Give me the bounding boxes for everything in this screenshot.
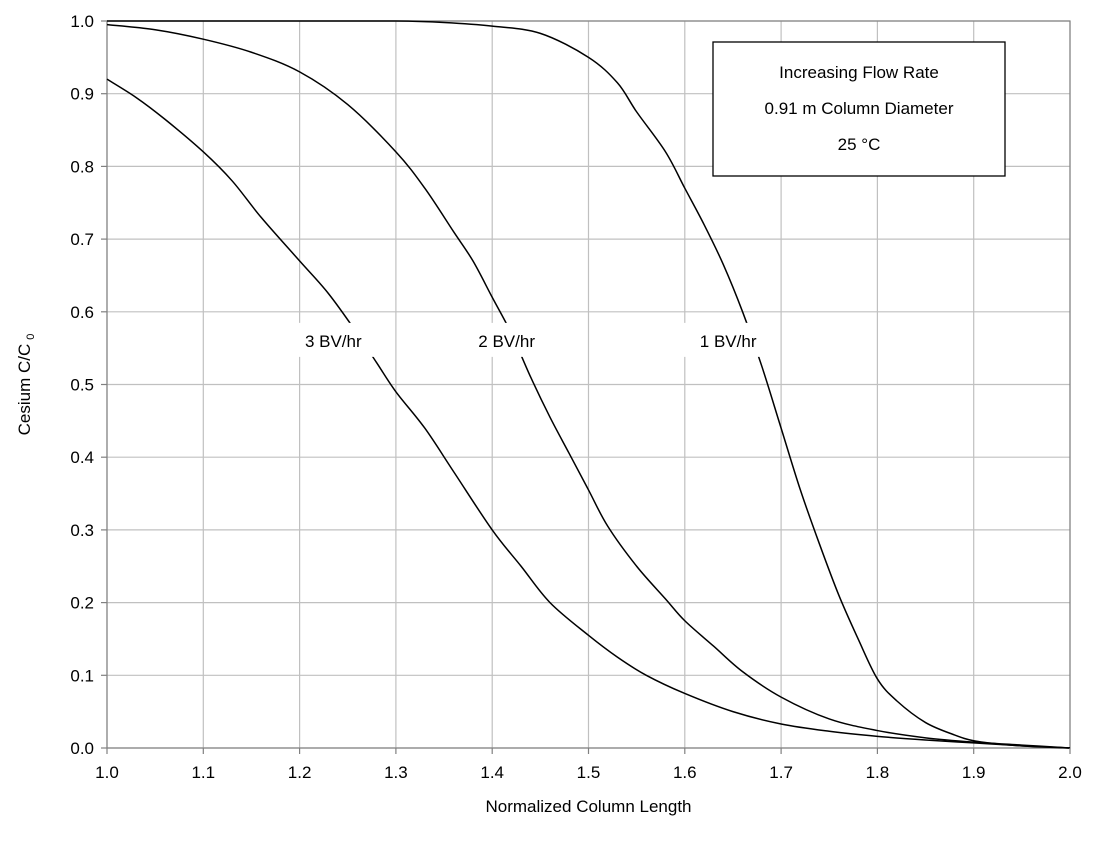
series-lines	[106, 20, 1071, 749]
annotation-line-temperature: 25 °C	[838, 135, 881, 154]
series-label-1-bv-hr: 1 BV/hr	[682, 322, 775, 357]
series-label-text: 3 BV/hr	[305, 332, 362, 351]
y-axis-title-subscript: 0	[25, 334, 37, 340]
annotation-box: Increasing Flow Rate 0.91 m Column Diame…	[712, 41, 1006, 177]
y-axis-title-main: Cesium C/C	[15, 344, 34, 436]
y-axis-title: Cesium C/C 0	[15, 334, 37, 436]
tick-labels: 1.0 1.1 1.2 1.3 1.4 1.5 1.6 1.7 1.8 1.9 2.0 0.0 0.1 0…	[70, 12, 1081, 782]
y-tick-label: 0.4	[70, 448, 94, 467]
x-tick-label: 1.2	[288, 763, 312, 782]
x-tick-label: 1.8	[866, 763, 890, 782]
x-tick-label: 1.1	[191, 763, 215, 782]
series-label-text: 1 BV/hr	[700, 332, 757, 351]
x-tick-label: 1.6	[673, 763, 697, 782]
series-line-3-bv-hr	[106, 78, 1071, 749]
y-tick-label: 0.1	[70, 666, 94, 685]
y-tick-label: 0.0	[70, 739, 94, 758]
series-label-3-bv-hr: 3 BV/hr	[287, 322, 380, 357]
x-tick-label: 1.0	[95, 763, 119, 782]
y-tick-label: 0.9	[70, 85, 94, 104]
series-label-2-bv-hr: 2 BV/hr	[460, 322, 553, 357]
x-tick-label: 1.4	[480, 763, 504, 782]
y-tick-label: 0.5	[70, 376, 94, 395]
x-tick-label: 2.0	[1058, 763, 1082, 782]
y-tick-label: 0.2	[70, 594, 94, 613]
x-tick-label: 1.9	[962, 763, 986, 782]
y-tick-label: 0.3	[70, 521, 94, 540]
annotation-line-flow-rate: Increasing Flow Rate	[779, 63, 939, 82]
y-tick-label: 1.0	[70, 12, 94, 31]
annotation-frame	[712, 41, 1006, 177]
x-tick-label: 1.7	[769, 763, 793, 782]
y-tick-label: 0.6	[70, 303, 94, 322]
series-label-text: 2 BV/hr	[478, 332, 535, 351]
annotation-line-diameter: 0.91 m Column Diameter	[765, 99, 954, 118]
x-tick-label: 1.5	[577, 763, 601, 782]
series-line-2-bv-hr	[106, 23, 1071, 749]
series-label-background	[460, 322, 553, 357]
series-label-background	[682, 322, 775, 357]
x-axis-title: Normalized Column Length	[486, 797, 692, 816]
series-line-1-bv-hr	[107, 20, 1071, 749]
series-labels: 1 BV/hr 2 BV/hr 3 BV/hr	[287, 322, 775, 357]
y-tick-label: 0.7	[70, 230, 94, 249]
x-tick-label: 1.3	[384, 763, 408, 782]
y-tick-label: 0.8	[70, 157, 94, 176]
series-label-background	[287, 322, 380, 357]
